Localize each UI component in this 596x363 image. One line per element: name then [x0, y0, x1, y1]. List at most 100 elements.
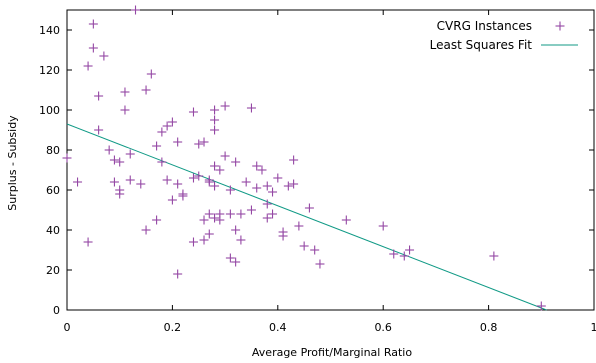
data-point: [136, 179, 146, 189]
data-point: [152, 215, 162, 225]
data-point: [162, 121, 172, 131]
data-point: [157, 127, 167, 137]
data-point: [109, 155, 119, 165]
data-point: [210, 125, 220, 135]
data-point: [94, 91, 104, 101]
data-point: [104, 145, 114, 155]
fit-line-layer: [66, 123, 547, 311]
data-point: [210, 115, 220, 125]
x-axis: 0 0.2 0.4 0.6 0.8 1: [64, 10, 596, 334]
data-point: [194, 171, 204, 181]
data-point: [99, 51, 109, 61]
y-tick-label: 20: [46, 264, 60, 277]
data-point: [341, 215, 351, 225]
legend: CVRG Instances Least Squares Fit: [430, 19, 578, 52]
data-point: [83, 61, 93, 71]
data-point: [283, 181, 293, 191]
data-point: [389, 249, 399, 259]
data-point: [188, 107, 198, 117]
data-point: [220, 151, 230, 161]
data-point: [199, 137, 209, 147]
data-point: [109, 177, 119, 187]
data-point: [204, 175, 214, 185]
data-point: [152, 141, 162, 151]
data-point: [83, 237, 93, 247]
data-point: [178, 189, 188, 199]
data-point: [146, 69, 156, 79]
x-tick-label: 0.4: [269, 321, 287, 334]
data-points-layer: [62, 5, 546, 311]
data-point: [199, 215, 209, 225]
data-point: [88, 43, 98, 53]
y-tick-label: 40: [46, 224, 60, 237]
data-point: [210, 105, 220, 115]
data-point: [157, 157, 167, 167]
data-point: [299, 241, 309, 251]
data-point: [225, 253, 235, 263]
data-point: [405, 245, 415, 255]
data-point: [231, 225, 241, 235]
data-point: [215, 209, 225, 219]
x-tick-label: 0: [64, 321, 71, 334]
data-point: [294, 221, 304, 231]
data-point: [115, 157, 125, 167]
x-tick-label: 0.8: [480, 321, 498, 334]
x-tick-label: 0.6: [374, 321, 392, 334]
x-tick-label: 0.2: [164, 321, 182, 334]
data-point: [231, 157, 241, 167]
data-point: [289, 155, 299, 165]
data-point: [173, 137, 183, 147]
data-point: [173, 179, 183, 189]
y-tick-label: 0: [53, 304, 60, 317]
data-point: [210, 213, 220, 223]
data-point: [273, 173, 283, 183]
data-point: [252, 161, 262, 171]
data-point: [220, 101, 230, 111]
data-point: [73, 177, 83, 187]
data-point: [399, 251, 409, 261]
data-point: [278, 231, 288, 241]
data-point: [94, 125, 104, 135]
data-point: [62, 153, 72, 163]
legend-label-cvrg-instances: CVRG Instances: [437, 19, 532, 33]
data-point: [315, 259, 325, 269]
least-squares-fit-line: [66, 123, 547, 311]
data-point: [141, 85, 151, 95]
data-point: [115, 189, 125, 199]
data-point: [257, 165, 267, 175]
data-point: [268, 187, 278, 197]
y-tick-label: 80: [46, 144, 60, 157]
data-point: [210, 161, 220, 171]
data-point: [210, 181, 220, 191]
data-point: [194, 139, 204, 149]
data-point: [246, 103, 256, 113]
data-point: [378, 221, 388, 231]
data-point: [310, 245, 320, 255]
data-point: [246, 205, 256, 215]
y-tick-label: 60: [46, 184, 60, 197]
data-point: [262, 213, 272, 223]
data-point: [141, 225, 151, 235]
data-point: [289, 179, 299, 189]
data-point: [199, 235, 209, 245]
y-tick-label: 120: [39, 64, 60, 77]
data-point: [215, 165, 225, 175]
data-point: [188, 237, 198, 247]
data-point: [225, 209, 235, 219]
y-axis: 0 20 40 60 80 100 120 140: [39, 24, 594, 317]
data-point: [262, 199, 272, 209]
data-point: [204, 209, 214, 219]
data-point: [88, 19, 98, 29]
legend-marker-plus: [555, 21, 565, 31]
data-point: [241, 177, 251, 187]
data-point: [204, 229, 214, 239]
data-point: [173, 269, 183, 279]
data-point: [236, 209, 246, 219]
y-axis-label: Surplus - Subsidy: [6, 115, 19, 211]
plot-border: [66, 9, 595, 311]
data-point: [162, 175, 172, 185]
data-point: [167, 195, 177, 205]
data-point: [252, 183, 262, 193]
data-point: [120, 105, 130, 115]
